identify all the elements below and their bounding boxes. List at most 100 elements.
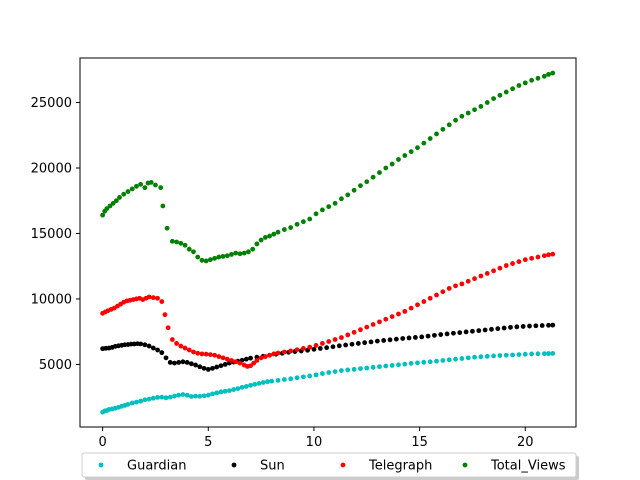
point-sun-69 [444, 331, 450, 337]
point-telegraph-60 [358, 327, 363, 333]
point-sun-22 [180, 359, 186, 365]
point-total_views-3 [107, 203, 113, 209]
point-total_views-88 [550, 70, 556, 76]
point-sun-53 [343, 342, 349, 348]
point-sun-62 [400, 336, 406, 341]
point-guardian-12 [138, 398, 144, 404]
legend-marker-guardian [98, 462, 104, 468]
point-telegraph-78 [472, 276, 477, 282]
y-tick-label: 5000 [39, 358, 72, 373]
point-guardian-23 [184, 392, 190, 398]
point-sun-37 [243, 356, 249, 362]
point-sun-16 [155, 347, 160, 353]
point-telegraph-64 [383, 316, 389, 322]
point-total_views-31 [220, 253, 226, 259]
point-guardian-69 [434, 358, 439, 364]
point-guardian-88 [550, 351, 556, 356]
point-total_views-11 [138, 181, 144, 187]
point-guardian-82 [516, 352, 522, 357]
point-guardian-36 [239, 384, 245, 390]
point-telegraph-31 [212, 352, 218, 358]
point-guardian-65 [408, 360, 414, 366]
point-telegraph-75 [453, 283, 458, 289]
point-total_views-79 [497, 92, 503, 98]
series-telegraph [100, 251, 556, 369]
point-sun-73 [470, 328, 475, 334]
point-sun-27 [201, 365, 207, 371]
point-telegraph-68 [408, 305, 414, 311]
point-guardian-38 [248, 382, 253, 388]
point-telegraph-18 [159, 299, 165, 304]
legend-label-telegraph: Telegraph [368, 459, 432, 474]
point-total_views-37 [246, 249, 251, 255]
point-telegraph-36 [233, 359, 239, 365]
point-telegraph-65 [389, 314, 395, 320]
legend-label-sun: Sun [260, 459, 285, 474]
point-sun-83 [533, 323, 539, 329]
point-guardian-9 [125, 401, 131, 407]
point-telegraph-50 [294, 347, 300, 353]
point-total_views-81 [510, 86, 515, 92]
point-guardian-86 [541, 351, 547, 357]
point-sun-60 [387, 337, 393, 343]
point-guardian-26 [197, 393, 203, 399]
point-sun-15 [150, 345, 156, 351]
point-telegraph-63 [377, 319, 382, 325]
point-guardian-30 [214, 390, 220, 396]
point-total_views-32 [224, 253, 230, 259]
point-telegraph-72 [434, 292, 439, 298]
point-sun-55 [355, 341, 361, 346]
point-telegraph-76 [459, 281, 465, 287]
point-guardian-47 [294, 375, 300, 381]
point-guardian-25 [193, 393, 199, 399]
point-telegraph-55 [326, 339, 332, 344]
point-total_views-72 [453, 117, 458, 123]
point-guardian-43 [269, 378, 275, 384]
point-telegraph-30 [207, 352, 213, 357]
point-sun-17 [159, 350, 165, 356]
point-sun-77 [495, 326, 501, 332]
point-sun-74 [476, 328, 482, 334]
point-total_views-9 [129, 186, 135, 192]
point-total_views-48 [300, 219, 306, 225]
legend: Guardian Sun Telegraph Total_Views [81, 452, 579, 480]
point-total_views-14 [148, 180, 154, 185]
point-guardian-18 [163, 395, 169, 401]
point-telegraph-22 [174, 341, 179, 346]
legend-marker-total_views [462, 462, 468, 468]
point-telegraph-17 [155, 295, 160, 301]
point-telegraph-44 [262, 354, 268, 359]
point-sun-21 [176, 360, 182, 365]
point-total_views-29 [212, 255, 218, 261]
point-guardian-74 [465, 355, 471, 361]
point-telegraph-49 [288, 348, 294, 354]
point-total_views-49 [307, 216, 313, 222]
point-total_views-62 [389, 161, 395, 167]
point-sun-58 [374, 338, 380, 344]
point-total_views-26 [199, 257, 205, 263]
point-telegraph-56 [332, 337, 338, 342]
point-telegraph-51 [300, 346, 306, 351]
legend-label-total_views: Total_Views [490, 459, 566, 474]
point-guardian-40 [256, 381, 262, 386]
point-sun-86 [550, 322, 556, 328]
point-total_views-41 [262, 234, 268, 240]
point-total_views-66 [415, 145, 420, 151]
point-guardian-84 [529, 351, 535, 357]
point-guardian-87 [546, 351, 551, 356]
point-guardian-77 [484, 353, 490, 359]
point-sun-59 [381, 338, 387, 343]
point-sun-80 [514, 324, 520, 330]
legend-box [81, 452, 577, 478]
point-total_views-19 [169, 238, 175, 244]
point-sun-81 [520, 324, 526, 329]
point-telegraph-21 [169, 337, 175, 342]
point-telegraph-62 [370, 322, 376, 327]
x-tick-label: 10 [306, 435, 323, 450]
point-sun-13 [142, 342, 148, 348]
point-total_views-82 [516, 83, 522, 88]
point-telegraph-85 [516, 259, 522, 265]
point-total_views-27 [203, 258, 209, 264]
point-sun-31 [218, 363, 224, 369]
point-telegraph-20 [165, 325, 171, 331]
